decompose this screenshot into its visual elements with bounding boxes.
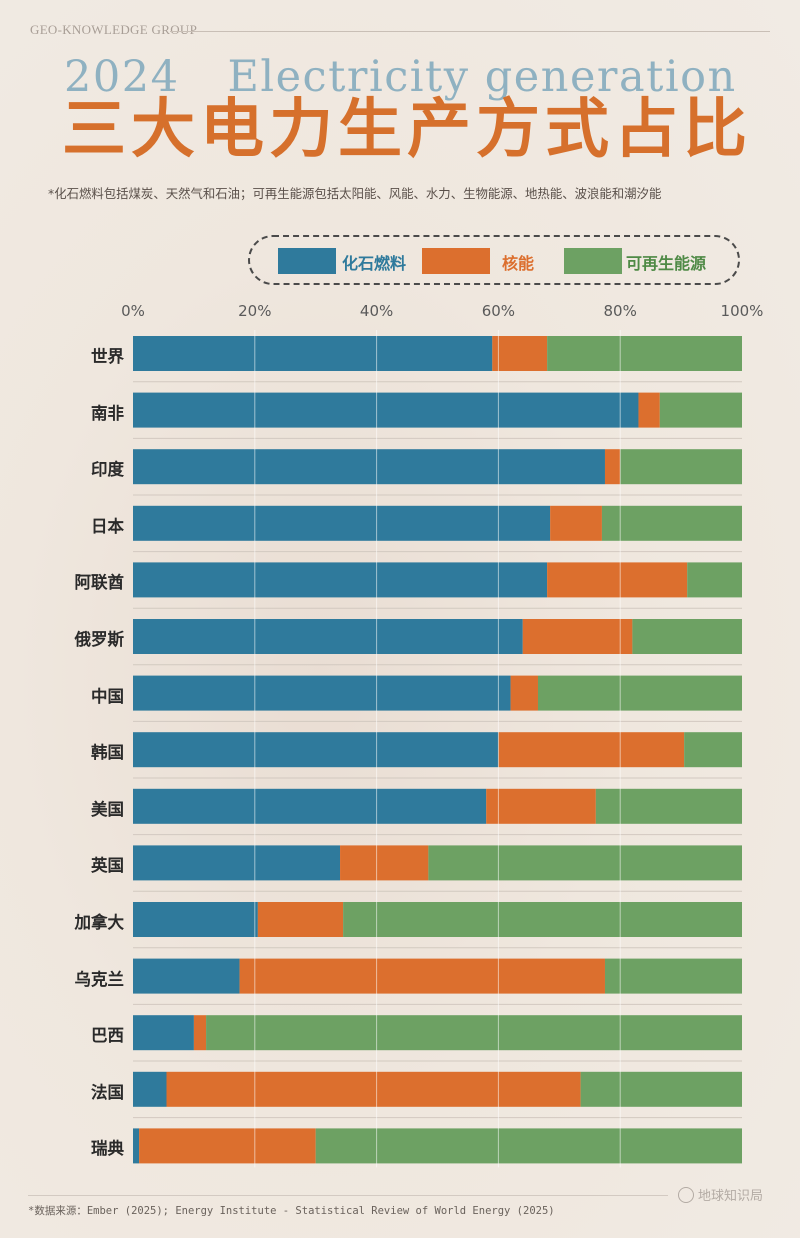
category-label: 俄罗斯 <box>74 630 125 649</box>
bar-renewable-10 <box>428 845 742 881</box>
category-label: 阿联酋 <box>74 573 125 593</box>
bar-nuclear-12 <box>239 958 605 994</box>
bar-nuclear-3 <box>604 449 621 485</box>
title-year: 2024 <box>64 52 180 102</box>
category-label: 世界 <box>91 347 124 366</box>
bar-nuclear-11 <box>257 902 344 937</box>
bar-renewable-3 <box>620 449 742 485</box>
bar-fossil-14 <box>133 1071 167 1107</box>
bar-renewable-6 <box>632 619 742 654</box>
subtitle-note: *化石燃料包括煤炭、天然气和石油；可再生能源包括太阳能、风能、水力、生物能源、地… <box>48 186 662 201</box>
legend-label-renewable: 可再生能源 <box>626 254 707 273</box>
legend: 化石燃料 核能 可再生能源 <box>248 235 740 285</box>
bar-fossil-2 <box>133 392 639 428</box>
legend-swatch-renewable <box>564 248 622 274</box>
bar-renewable-9 <box>595 788 742 824</box>
category-label: 中国 <box>91 686 124 706</box>
page-title: 三大电力生产方式占比 <box>62 93 752 167</box>
bar-nuclear-13 <box>193 1015 207 1051</box>
bar-nuclear-14 <box>166 1071 581 1107</box>
bar-fossil-5 <box>133 562 548 598</box>
footer-brand-text: 地球知识局 <box>698 1189 764 1204</box>
category-label: 加拿大 <box>74 913 125 932</box>
bar-renewable-14 <box>580 1071 742 1107</box>
bar-nuclear-9 <box>486 788 596 824</box>
bar-renewable-1 <box>547 336 742 371</box>
footer-brand: 地球知识局 <box>678 1185 763 1205</box>
bar-renewable-8 <box>684 732 742 768</box>
bar-nuclear-8 <box>498 732 685 768</box>
x-tick-label: 20% <box>238 302 272 320</box>
category-label: 乌克兰 <box>74 969 125 989</box>
x-tick-label: 80% <box>603 302 637 320</box>
category-label: 日本 <box>91 516 124 536</box>
bar-nuclear-15 <box>139 1128 316 1164</box>
header-divider <box>170 31 770 32</box>
bar-nuclear-4 <box>550 505 602 541</box>
bar-nuclear-10 <box>340 845 429 881</box>
bar-fossil-12 <box>133 958 240 994</box>
bar-fossil-9 <box>133 788 487 824</box>
brand-name: GEO-KNOWLEDGE GROUP <box>30 22 198 37</box>
bar-fossil-13 <box>133 1015 194 1051</box>
bar-nuclear-2 <box>638 392 660 428</box>
footer-divider <box>28 1195 668 1196</box>
bar-renewable-2 <box>659 392 742 428</box>
bar-renewable-13 <box>206 1015 742 1051</box>
category-label: 韩国 <box>91 743 124 763</box>
category-label: 英国 <box>91 856 124 876</box>
bar-fossil-3 <box>133 449 605 485</box>
title-english-text: Electricity generation <box>227 52 737 102</box>
legend-label-fossil: 化石燃料 <box>342 254 407 273</box>
brand-logo-icon <box>678 1187 694 1203</box>
bar-fossil-1 <box>133 336 493 371</box>
x-tick-label: 100% <box>720 302 764 320</box>
bar-fossil-4 <box>133 505 551 541</box>
category-label: 美国 <box>91 799 124 819</box>
category-label: 印度 <box>91 460 124 480</box>
x-tick-label: 0% <box>121 302 145 320</box>
bar-renewable-4 <box>601 505 742 541</box>
x-tick-label: 40% <box>359 302 394 320</box>
bar-renewable-7 <box>537 675 742 711</box>
legend-swatch-nuclear <box>422 248 490 274</box>
stacked-bar-chart <box>133 336 742 1164</box>
bar-fossil-11 <box>133 902 258 937</box>
category-label: 法国 <box>91 1082 124 1102</box>
category-label: 南非 <box>91 403 124 423</box>
x-tick-label: 60% <box>481 302 516 320</box>
legend-swatch-fossil <box>278 248 336 274</box>
bar-fossil-7 <box>133 675 511 711</box>
category-label: 巴西 <box>91 1026 124 1046</box>
bar-fossil-15 <box>133 1128 140 1164</box>
category-label: 瑞典 <box>91 1139 124 1159</box>
title-english: 2024 Electricity generation <box>64 52 737 102</box>
bar-renewable-15 <box>315 1128 742 1164</box>
bar-renewable-5 <box>687 562 742 598</box>
bar-nuclear-7 <box>510 675 538 711</box>
data-source: *数据来源：Ember (2025); Energy Institute - S… <box>28 1205 555 1217</box>
bar-nuclear-1 <box>492 336 548 371</box>
bar-fossil-10 <box>133 845 341 881</box>
legend-label-nuclear: 核能 <box>502 254 535 273</box>
bar-fossil-6 <box>133 619 523 654</box>
bar-renewable-12 <box>604 958 742 994</box>
bar-renewable-11 <box>343 902 742 937</box>
bar-nuclear-6 <box>522 619 633 654</box>
bar-nuclear-5 <box>547 562 688 598</box>
bar-fossil-8 <box>133 732 499 768</box>
